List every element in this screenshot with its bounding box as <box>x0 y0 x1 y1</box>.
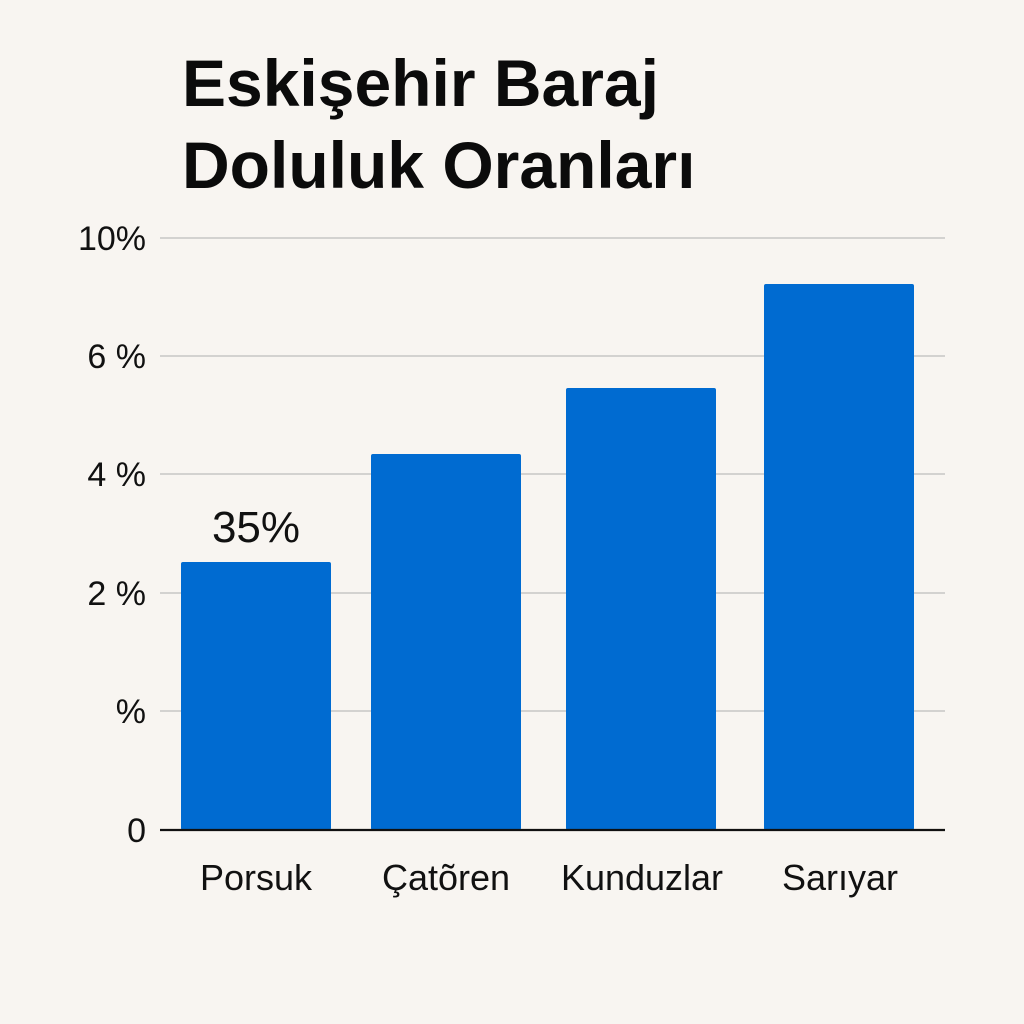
bar-value-label: 35% <box>212 503 300 552</box>
bar-kunduzlar <box>566 388 716 830</box>
y-tick-label: % <box>116 693 146 731</box>
bar-sarıyar <box>764 284 914 830</box>
y-tick-label: 4 % <box>87 456 146 494</box>
y-tick-label: 0 <box>127 812 146 850</box>
x-category-label: Kunduzlar <box>561 857 723 898</box>
x-category-label: Porsuk <box>200 857 313 898</box>
chart-title: Eskişehir Baraj Doluluk Oranları <box>182 46 695 202</box>
x-category-label: Çatõren <box>382 857 510 898</box>
bar-porsuk <box>181 562 331 830</box>
data-labels: 35% <box>212 503 300 552</box>
bars <box>181 284 914 830</box>
bar-çatõren <box>371 454 521 830</box>
chart-title-line-1: Eskişehir Baraj <box>182 46 659 120</box>
x-axis-category-labels: Porsuk Çatõren Kunduzlar Sarıyar <box>200 857 898 898</box>
y-tick-label: 6 % <box>87 338 146 376</box>
x-category-label: Sarıyar <box>782 857 898 898</box>
chart-title-line-2: Doluluk Oranları <box>182 128 695 202</box>
y-tick-label: 10% <box>78 220 146 258</box>
y-axis-tick-labels: 0% 2 % 4 % 6 % 10% <box>78 220 146 850</box>
y-tick-label: 2 % <box>87 575 146 613</box>
